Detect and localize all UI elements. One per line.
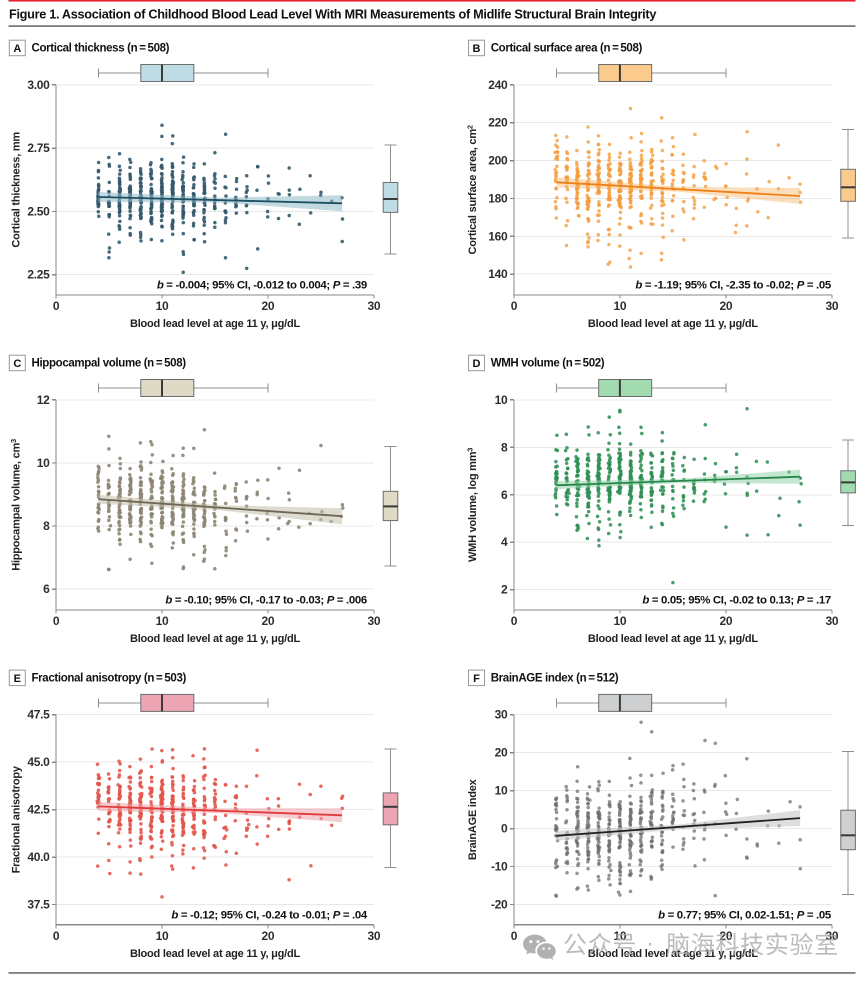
- svg-text:0: 0: [501, 822, 508, 836]
- svg-text:B: B: [473, 43, 481, 55]
- svg-text:220: 220: [488, 116, 508, 130]
- svg-text:b = -0.10; 95% CI, -0.17 to -0: b = -0.10; 95% CI, -0.17 to -0.03; P = .…: [165, 594, 367, 606]
- svg-text:160: 160: [488, 229, 508, 243]
- svg-text:20: 20: [720, 299, 733, 313]
- svg-text:Blood lead level at age 11 y,: Blood lead level at age 11 y, μg/dL: [588, 318, 758, 330]
- svg-text:30: 30: [495, 708, 508, 722]
- svg-text:Cortical thickness, mm: Cortical thickness, mm: [11, 132, 23, 248]
- svg-text:30: 30: [826, 299, 839, 313]
- svg-text:-10: -10: [491, 860, 508, 874]
- svg-text:F: F: [473, 673, 480, 685]
- svg-text:40.0: 40.0: [27, 850, 50, 864]
- svg-text:Cortical surface area, cm2: Cortical surface area, cm2: [466, 125, 480, 254]
- svg-text:6: 6: [43, 582, 50, 596]
- svg-text:公众号: 公众号: [563, 932, 637, 959]
- svg-text:30: 30: [368, 299, 381, 313]
- svg-text:4: 4: [501, 535, 508, 549]
- svg-text:10: 10: [495, 784, 508, 798]
- svg-text:47.5: 47.5: [27, 708, 50, 722]
- svg-text:37.5: 37.5: [27, 898, 50, 912]
- svg-text:D: D: [473, 358, 481, 370]
- svg-text:10: 10: [156, 929, 169, 943]
- svg-text:0: 0: [53, 929, 60, 943]
- svg-text:3.00: 3.00: [27, 78, 50, 92]
- svg-text:20: 20: [262, 929, 275, 943]
- svg-text:BrainAGE index: BrainAGE index: [467, 778, 479, 860]
- svg-text:2.75: 2.75: [27, 141, 50, 155]
- svg-text:20: 20: [262, 614, 275, 628]
- svg-text:20: 20: [720, 614, 733, 628]
- svg-text:WMH volume, log mm3: WMH volume, log mm3: [466, 448, 480, 562]
- svg-text:8: 8: [43, 519, 50, 533]
- svg-text:Blood lead level at age 11 y,: Blood lead level at age 11 y, μg/dL: [130, 948, 300, 960]
- svg-text:·: ·: [646, 930, 655, 957]
- svg-text:b = -0.12; 95% CI, -0.24 to -0: b = -0.12; 95% CI, -0.24 to -0.01; P = .…: [171, 909, 367, 921]
- svg-text:200: 200: [488, 154, 508, 168]
- svg-text:Blood lead level at age 11 y,: Blood lead level at age 11 y, μg/dL: [130, 633, 300, 645]
- svg-text:-20: -20: [491, 898, 508, 912]
- svg-text:C: C: [13, 358, 21, 370]
- svg-text:10: 10: [495, 393, 508, 407]
- svg-text:10: 10: [156, 614, 169, 628]
- svg-text:Cortical thickness (n = 508): Cortical thickness (n = 508): [32, 43, 170, 55]
- svg-text:2.50: 2.50: [27, 204, 50, 218]
- svg-text:12: 12: [37, 393, 50, 407]
- svg-text:Figure 1. Association of Child: Figure 1. Association of Childhood Blood…: [9, 8, 656, 22]
- svg-text:Hippocampal volume (n = 508): Hippocampal volume (n = 508): [32, 358, 187, 370]
- svg-text:10: 10: [614, 929, 627, 943]
- svg-text:20: 20: [262, 299, 275, 313]
- svg-text:Cortical surface area (n = 508: Cortical surface area (n = 508): [491, 43, 643, 55]
- svg-text:20: 20: [720, 929, 733, 943]
- svg-text:Fractional anisotropy (n = 503: Fractional anisotropy (n = 503): [32, 673, 187, 685]
- svg-text:42.5: 42.5: [27, 803, 50, 817]
- svg-text:10: 10: [156, 299, 169, 313]
- svg-text:A: A: [13, 43, 21, 55]
- svg-text:Fractional anisotropy: Fractional anisotropy: [11, 765, 23, 873]
- svg-text:2.25: 2.25: [27, 268, 50, 282]
- svg-text:2: 2: [501, 583, 508, 597]
- svg-text:0: 0: [511, 299, 518, 313]
- svg-text:Blood lead level at age 11 y,: Blood lead level at age 11 y, μg/dL: [130, 318, 300, 330]
- svg-text:30: 30: [368, 929, 381, 943]
- svg-text:脑海科技实验室: 脑海科技实验室: [666, 932, 839, 959]
- svg-text:10: 10: [614, 299, 627, 313]
- svg-text:8: 8: [501, 440, 508, 454]
- svg-text:b = -1.19; 95% CI, -2.35 to -0: b = -1.19; 95% CI, -2.35 to -0.02; P = .…: [635, 279, 831, 291]
- svg-text:30: 30: [826, 929, 839, 943]
- svg-text:b = 0.05; 95% CI, -0.02 to 0.1: b = 0.05; 95% CI, -0.02 to 0.13; P = .17: [642, 594, 831, 606]
- svg-text:0: 0: [511, 614, 518, 628]
- svg-text:b = -0.004; 95% CI, -0.012 to: b = -0.004; 95% CI, -0.012 to 0.004; P =…: [157, 279, 367, 291]
- svg-text:140: 140: [488, 267, 508, 281]
- svg-text:WMH volume (n = 502): WMH volume (n = 502): [491, 358, 605, 370]
- svg-text:10: 10: [614, 614, 627, 628]
- svg-text:30: 30: [368, 614, 381, 628]
- svg-text:0: 0: [53, 614, 60, 628]
- svg-text:b = 0.77; 95% CI, 0.02-1.51; P: b = 0.77; 95% CI, 0.02-1.51; P = .05: [658, 909, 832, 921]
- svg-text:Blood lead level at age 11 y,: Blood lead level at age 11 y, μg/dL: [588, 948, 758, 960]
- svg-text:Hippocampal volume, cm3: Hippocampal volume, cm3: [9, 439, 23, 571]
- svg-text:0: 0: [511, 929, 518, 943]
- svg-text:E: E: [14, 673, 21, 685]
- svg-text:180: 180: [488, 191, 508, 205]
- svg-text:6: 6: [501, 488, 508, 502]
- svg-text:45.0: 45.0: [27, 755, 50, 769]
- svg-text:Blood lead level at age 11 y,: Blood lead level at age 11 y, μg/dL: [588, 633, 758, 645]
- svg-text:30: 30: [826, 614, 839, 628]
- svg-text:BrainAGE index (n = 512): BrainAGE index (n = 512): [491, 673, 619, 685]
- svg-text:10: 10: [37, 456, 50, 470]
- svg-text:240: 240: [488, 78, 508, 92]
- svg-text:0: 0: [53, 299, 60, 313]
- svg-text:20: 20: [495, 746, 508, 760]
